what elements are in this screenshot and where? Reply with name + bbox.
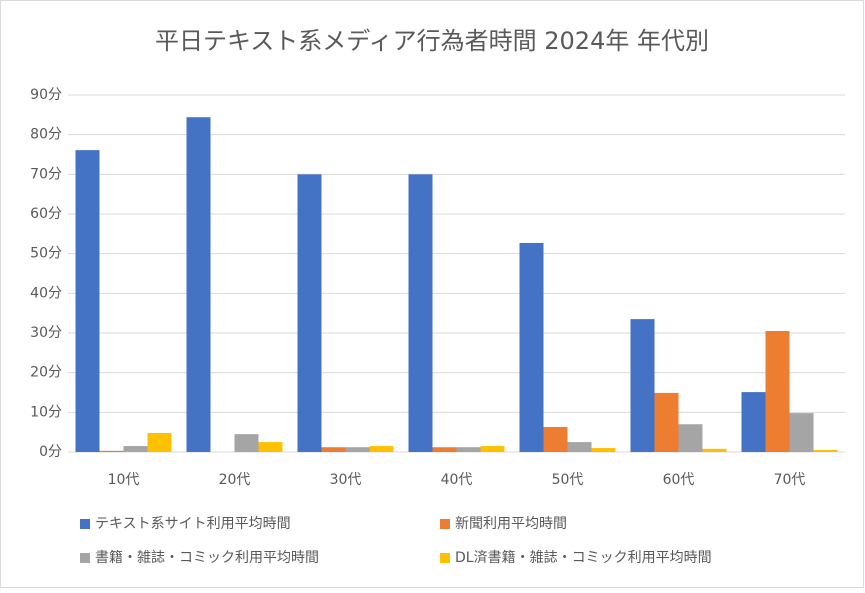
bar	[702, 448, 727, 452]
y-tick-label: 90分	[30, 87, 62, 103]
y-tick-label: 20分	[30, 365, 62, 381]
bar	[543, 427, 568, 452]
legend-swatch	[440, 553, 450, 563]
y-tick-label: 60分	[30, 206, 62, 222]
bar	[654, 392, 679, 452]
chart-title: 平日テキスト系メディア行為者時間 2024年 年代別	[155, 27, 709, 55]
bar	[591, 448, 616, 452]
bar	[321, 447, 346, 452]
bar	[147, 432, 172, 452]
x-tick-label: 60代	[663, 472, 695, 488]
x-tick-label: 40代	[441, 472, 473, 488]
y-tick-label: 80分	[30, 127, 62, 143]
y-tick-label: 10分	[30, 404, 62, 420]
x-tick-label: 10代	[108, 472, 140, 488]
bar	[678, 424, 703, 452]
x-tick-label: 70代	[774, 472, 806, 488]
y-tick-label: 40分	[30, 285, 62, 301]
bar	[234, 434, 259, 452]
bar	[186, 117, 211, 453]
bar	[765, 331, 790, 452]
legend-label: DL済書籍・雑誌・コミック利用平均時間	[455, 549, 712, 566]
y-tick-label: 70分	[30, 166, 62, 182]
legend-swatch	[80, 553, 90, 563]
bar	[789, 413, 814, 452]
legend-label: 書籍・雑誌・コミック利用平均時間	[95, 549, 319, 566]
bar	[408, 174, 433, 453]
bar	[480, 446, 505, 452]
bar	[123, 446, 148, 452]
x-tick-label: 20代	[219, 472, 251, 488]
legend-swatch	[80, 519, 90, 529]
y-tick-label: 30分	[30, 325, 62, 341]
bar	[456, 447, 481, 452]
bar	[297, 174, 322, 453]
x-tick-label: 50代	[552, 472, 584, 488]
bar	[258, 442, 283, 452]
y-tick-label: 50分	[30, 246, 62, 262]
bar	[741, 392, 766, 452]
bar	[75, 150, 100, 453]
bar	[432, 447, 457, 452]
bar	[99, 450, 124, 452]
legend-swatch	[440, 519, 450, 529]
legend-label: 新聞利用平均時間	[455, 516, 567, 532]
x-tick-label: 30代	[330, 472, 362, 488]
y-tick-label: 0分	[39, 444, 62, 460]
bar	[813, 450, 838, 452]
bar	[519, 242, 544, 452]
bar	[567, 442, 592, 452]
bar	[369, 446, 394, 452]
legend-label: テキスト系サイト利用平均時間	[95, 516, 291, 532]
bar	[630, 319, 655, 452]
bar	[345, 447, 370, 452]
